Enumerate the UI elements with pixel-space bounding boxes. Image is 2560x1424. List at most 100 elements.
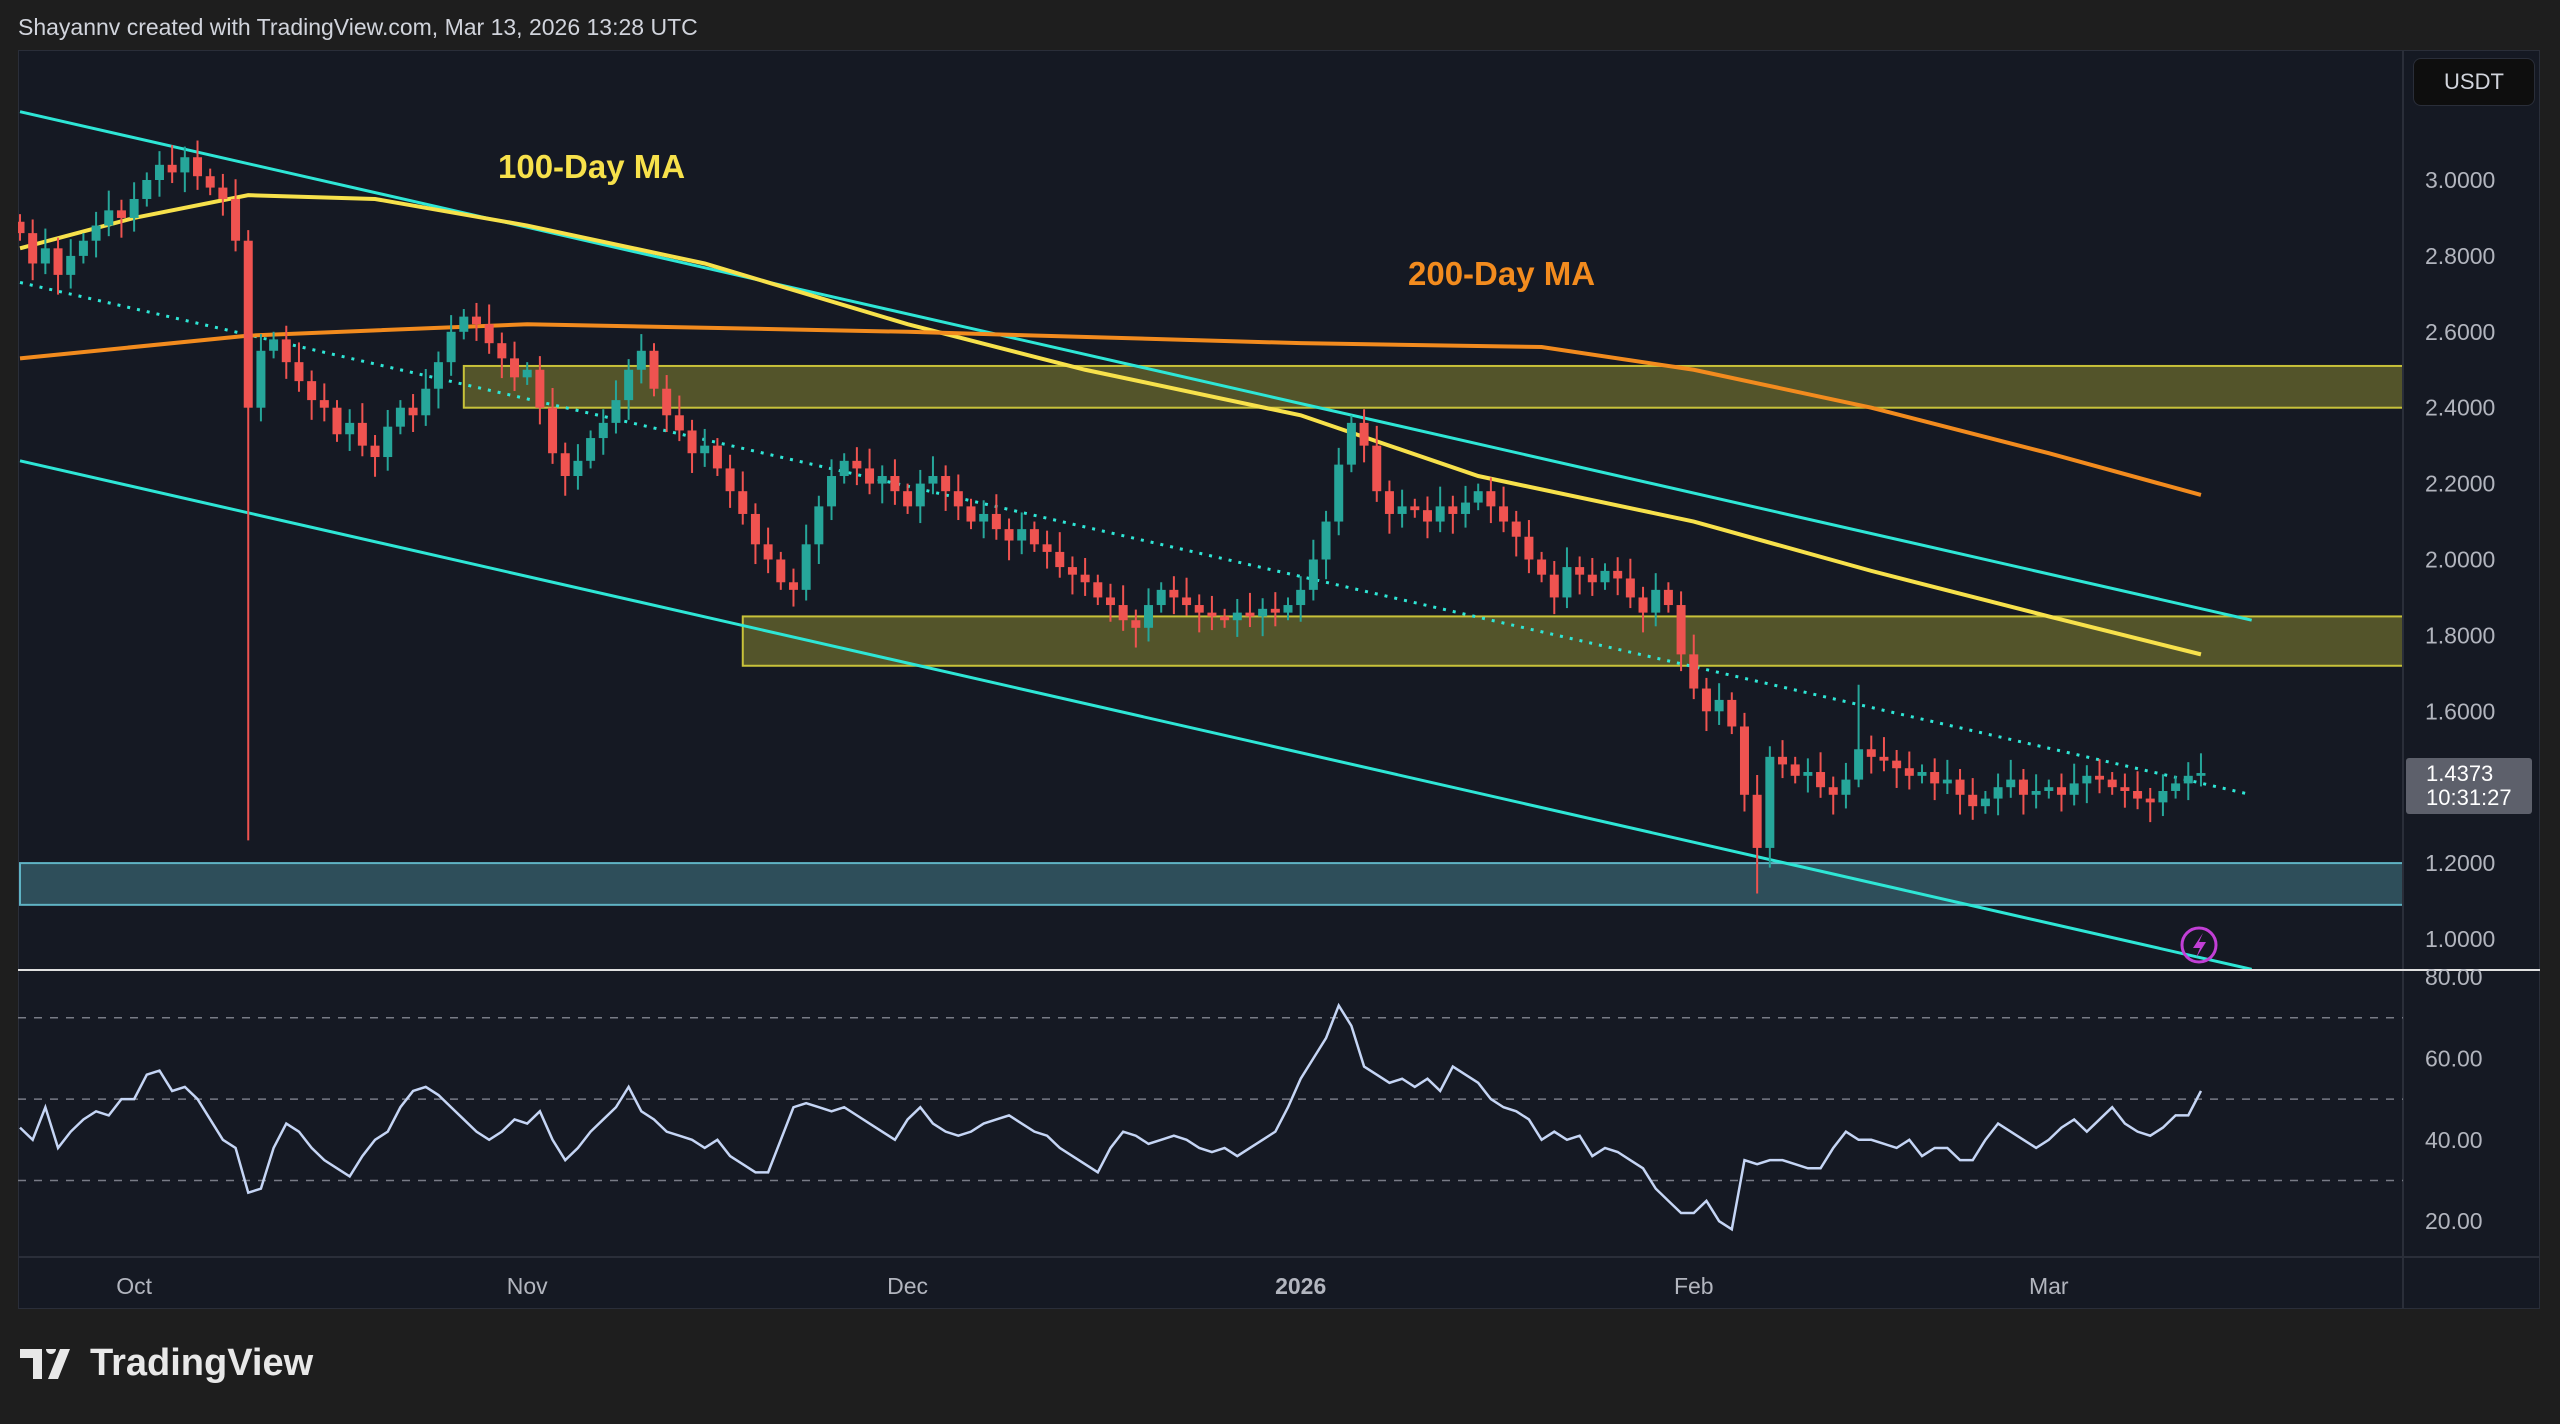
candle-body bbox=[877, 476, 887, 484]
zone-2 bbox=[19, 862, 2403, 906]
candle-body bbox=[307, 381, 317, 401]
candle-body bbox=[116, 210, 126, 218]
candle-body bbox=[193, 157, 203, 177]
candle-body bbox=[180, 157, 190, 173]
candle-body bbox=[28, 233, 38, 264]
candle-body bbox=[890, 476, 900, 492]
candle-body bbox=[636, 350, 646, 370]
time-tick: Nov bbox=[507, 1273, 548, 1299]
currency-button[interactable]: USDT bbox=[2413, 58, 2535, 106]
zone-1 bbox=[741, 615, 2403, 667]
lightning-glyph bbox=[2193, 933, 2206, 958]
bar-countdown: 10:31:27 bbox=[2426, 785, 2512, 810]
candle-body bbox=[1511, 521, 1521, 537]
candle-body bbox=[1093, 582, 1103, 598]
ma-line-1 bbox=[19, 322, 2202, 497]
candle-body bbox=[91, 225, 101, 241]
logo-text: TradingView bbox=[90, 1342, 314, 1384]
candle-body bbox=[852, 460, 862, 469]
price-tick: 1.6000 bbox=[2425, 698, 2495, 724]
candle-body bbox=[1638, 597, 1648, 613]
candle-body bbox=[750, 513, 760, 545]
candle-body bbox=[712, 445, 722, 469]
candle-body bbox=[1410, 506, 1420, 511]
last-price-label: 1.4373 10:31:27 bbox=[2406, 758, 2532, 814]
candle-body bbox=[2145, 798, 2155, 803]
candle-body bbox=[801, 544, 811, 590]
candle-body bbox=[2056, 787, 2066, 795]
candle-body bbox=[2183, 775, 2193, 784]
candle-body bbox=[471, 316, 481, 325]
candle-body bbox=[1486, 491, 1496, 507]
candle-body bbox=[839, 460, 849, 477]
candle-body bbox=[1955, 779, 1965, 795]
candle-body bbox=[1790, 764, 1800, 776]
candle-body bbox=[129, 198, 139, 218]
candle-body bbox=[497, 343, 507, 359]
rsi-tick: 60.00 bbox=[2425, 1045, 2483, 1071]
candle-body bbox=[1828, 787, 1838, 795]
rsi-line bbox=[19, 1002, 2203, 1232]
candle-body bbox=[1144, 605, 1154, 628]
rsi-tick: 80.00 bbox=[2425, 964, 2483, 990]
time-tick: Oct bbox=[116, 1273, 152, 1299]
price-tick: 3.0000 bbox=[2425, 167, 2495, 193]
candle-body bbox=[2018, 779, 2028, 795]
candle-body bbox=[269, 339, 279, 351]
ma-line-0 bbox=[19, 193, 2202, 657]
candle-body bbox=[1765, 756, 1775, 848]
candle-body bbox=[1067, 567, 1077, 575]
candle-body bbox=[953, 491, 963, 507]
rsi-tick: 20.00 bbox=[2425, 1208, 2483, 1234]
candle-body bbox=[1435, 506, 1445, 522]
candle-body bbox=[649, 350, 659, 389]
candle-body bbox=[814, 506, 824, 545]
candle-body bbox=[18, 221, 25, 234]
candle-body bbox=[1841, 779, 1851, 795]
candle-body bbox=[205, 176, 215, 188]
candle-body bbox=[1182, 597, 1192, 606]
candle-body bbox=[1866, 749, 1876, 757]
candle-body bbox=[1131, 620, 1141, 628]
candle-body bbox=[1701, 688, 1711, 712]
candle-body bbox=[1879, 756, 1889, 761]
candle-body bbox=[218, 187, 228, 199]
candle-body bbox=[1942, 779, 1952, 784]
candle-body bbox=[674, 415, 684, 431]
candle-body bbox=[1055, 551, 1065, 568]
candle-body bbox=[1194, 605, 1204, 613]
time-tick: Dec bbox=[887, 1273, 928, 1299]
candle-body bbox=[1245, 612, 1255, 617]
candle-body bbox=[256, 350, 266, 408]
candle-body bbox=[2082, 775, 2092, 784]
time-tick: 2026 bbox=[1275, 1273, 1326, 1299]
candle-body bbox=[1904, 768, 1914, 776]
candle-body bbox=[788, 582, 798, 590]
candle-body bbox=[979, 513, 989, 522]
channel-middle-line bbox=[19, 281, 2253, 797]
candle-body bbox=[548, 407, 558, 454]
candle-body bbox=[1892, 760, 1902, 769]
price-tick: 2.4000 bbox=[2425, 395, 2495, 421]
candle-body bbox=[40, 248, 50, 264]
candle-body bbox=[991, 513, 1001, 530]
candle-body bbox=[2196, 773, 2206, 776]
candle-body bbox=[383, 426, 393, 458]
candle-body bbox=[1651, 589, 1661, 613]
candle-body bbox=[1232, 612, 1242, 621]
candle-body bbox=[78, 240, 88, 256]
tradingview-logo[interactable]: TradingView bbox=[20, 1342, 313, 1385]
candle-body bbox=[1384, 491, 1394, 514]
candle-body bbox=[928, 476, 938, 484]
candle-body bbox=[1854, 749, 1864, 780]
candle-body bbox=[611, 400, 621, 423]
price-tick: 2.2000 bbox=[2425, 471, 2495, 497]
candle-body bbox=[1663, 589, 1673, 606]
candle-body bbox=[66, 255, 76, 275]
candle-body bbox=[142, 180, 152, 199]
candle-body bbox=[1080, 574, 1090, 583]
candle-body bbox=[1689, 654, 1699, 689]
candle-body bbox=[2069, 783, 2079, 795]
price-tick: 2.8000 bbox=[2425, 243, 2495, 269]
